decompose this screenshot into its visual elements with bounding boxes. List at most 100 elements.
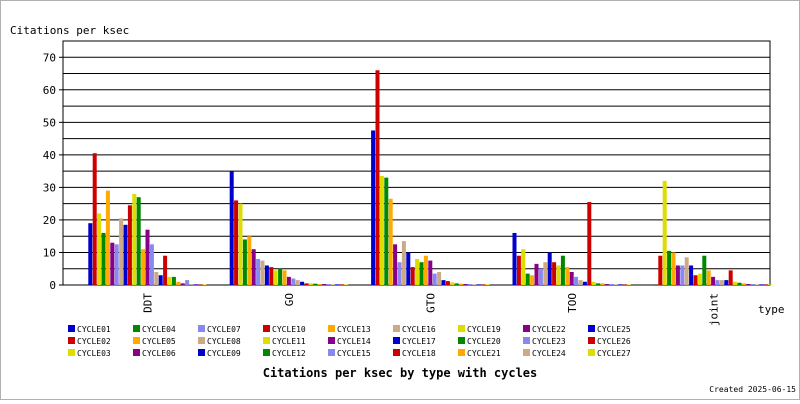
bar: [335, 284, 340, 285]
legend-label: CYCLE09: [207, 349, 241, 358]
y-ticks: 0 10 20 30 40 50 60 70: [43, 51, 63, 292]
bar: [167, 276, 172, 285]
bar: [467, 284, 472, 285]
bar: [578, 280, 583, 285]
bar: [158, 275, 163, 285]
bar: [516, 255, 521, 285]
bar: [339, 284, 344, 285]
legend-label: CYCLE01: [77, 325, 111, 334]
legend-swatch: [588, 337, 595, 344]
bar: [569, 271, 574, 285]
bar: [119, 218, 124, 285]
bar: [653, 285, 658, 286]
bar: [229, 171, 234, 285]
x-tick-label: joint: [707, 293, 720, 326]
bar: [145, 229, 150, 285]
bar: [702, 255, 707, 285]
bar: [97, 213, 102, 285]
bar: [552, 262, 557, 285]
bar: [715, 280, 720, 285]
bar: [485, 284, 490, 285]
y-tick-label: 30: [43, 181, 56, 194]
y-axis-label: Citations per ksec: [10, 24, 129, 37]
x-ticks: DDT GO GTO TOO joint: [142, 293, 721, 326]
plot-area: [62, 40, 771, 286]
bar: [154, 271, 159, 285]
bar: [423, 255, 428, 285]
bar: [110, 242, 115, 285]
legend-swatch: [133, 325, 140, 332]
legend-swatch: [393, 325, 400, 332]
y-tick-label: 0: [49, 279, 56, 292]
bar: [282, 270, 287, 285]
legend-swatch: [328, 349, 335, 356]
bar: [149, 244, 154, 285]
legend: CYCLE01 CYCLE02 CYCLE03 CYCLE04 CYCLE05 CYCLE…: [68, 325, 631, 358]
bar: [428, 260, 433, 285]
bar: [264, 265, 269, 285]
legend-swatch: [523, 349, 530, 356]
bar: [393, 244, 398, 285]
bar: [613, 284, 618, 285]
legend-swatch: [393, 349, 400, 356]
bar: [388, 198, 393, 285]
bar: [269, 267, 274, 285]
bar: [741, 283, 746, 285]
bar: [596, 283, 601, 285]
legend-label: CYCLE07: [207, 325, 241, 334]
legend-label: CYCLE15: [337, 349, 371, 358]
legend-label: CYCLE11: [272, 337, 306, 346]
bar: [680, 265, 685, 285]
bar: [132, 193, 137, 285]
bar: [534, 263, 539, 285]
legend-swatch: [328, 325, 335, 332]
bar: [256, 258, 261, 285]
bar: [295, 280, 300, 285]
bar: [92, 153, 97, 285]
created-date: Created 2025-06-15: [709, 385, 796, 394]
bar: [278, 268, 283, 285]
bar: [176, 281, 181, 285]
bar: [706, 270, 711, 285]
bar: [472, 284, 477, 285]
bar: [313, 283, 318, 285]
legend-swatch: [68, 325, 75, 332]
x-axis-label: type: [758, 303, 785, 316]
bar: [556, 265, 561, 285]
legend-label: CYCLE24: [532, 349, 566, 358]
legend-label: CYCLE20: [467, 337, 501, 346]
bar: [317, 284, 322, 285]
legend-label: CYCLE10: [272, 325, 306, 334]
legend-swatch: [523, 337, 530, 344]
legend-label: CYCLE26: [597, 337, 631, 346]
bar: [525, 273, 530, 285]
bar: [379, 176, 384, 285]
chart-title: Citations per ksec by type with cycles: [263, 366, 538, 380]
bar: [291, 278, 296, 285]
y-tick-label: 50: [43, 116, 56, 129]
legend-swatch: [458, 325, 465, 332]
bar: [750, 284, 755, 285]
legend-swatch: [198, 349, 205, 356]
bar: [450, 282, 455, 285]
bar: [733, 281, 738, 285]
legend-swatch: [133, 337, 140, 344]
gridlines: [63, 56, 770, 270]
bar: [136, 197, 141, 285]
legend-swatch: [458, 349, 465, 356]
legend-swatch: [263, 325, 270, 332]
bar: [565, 267, 570, 285]
x-tick-label: GTO: [425, 293, 438, 313]
bar: [746, 284, 751, 285]
legend-swatch: [458, 337, 465, 344]
bar: [260, 260, 265, 285]
legend-label: CYCLE03: [77, 349, 111, 358]
bar: [724, 280, 729, 285]
bar: [238, 203, 243, 285]
bar: [300, 281, 305, 285]
bar: [286, 276, 291, 285]
bar: [247, 236, 252, 285]
y-tick-label: 60: [43, 84, 56, 97]
bar: [454, 283, 459, 285]
